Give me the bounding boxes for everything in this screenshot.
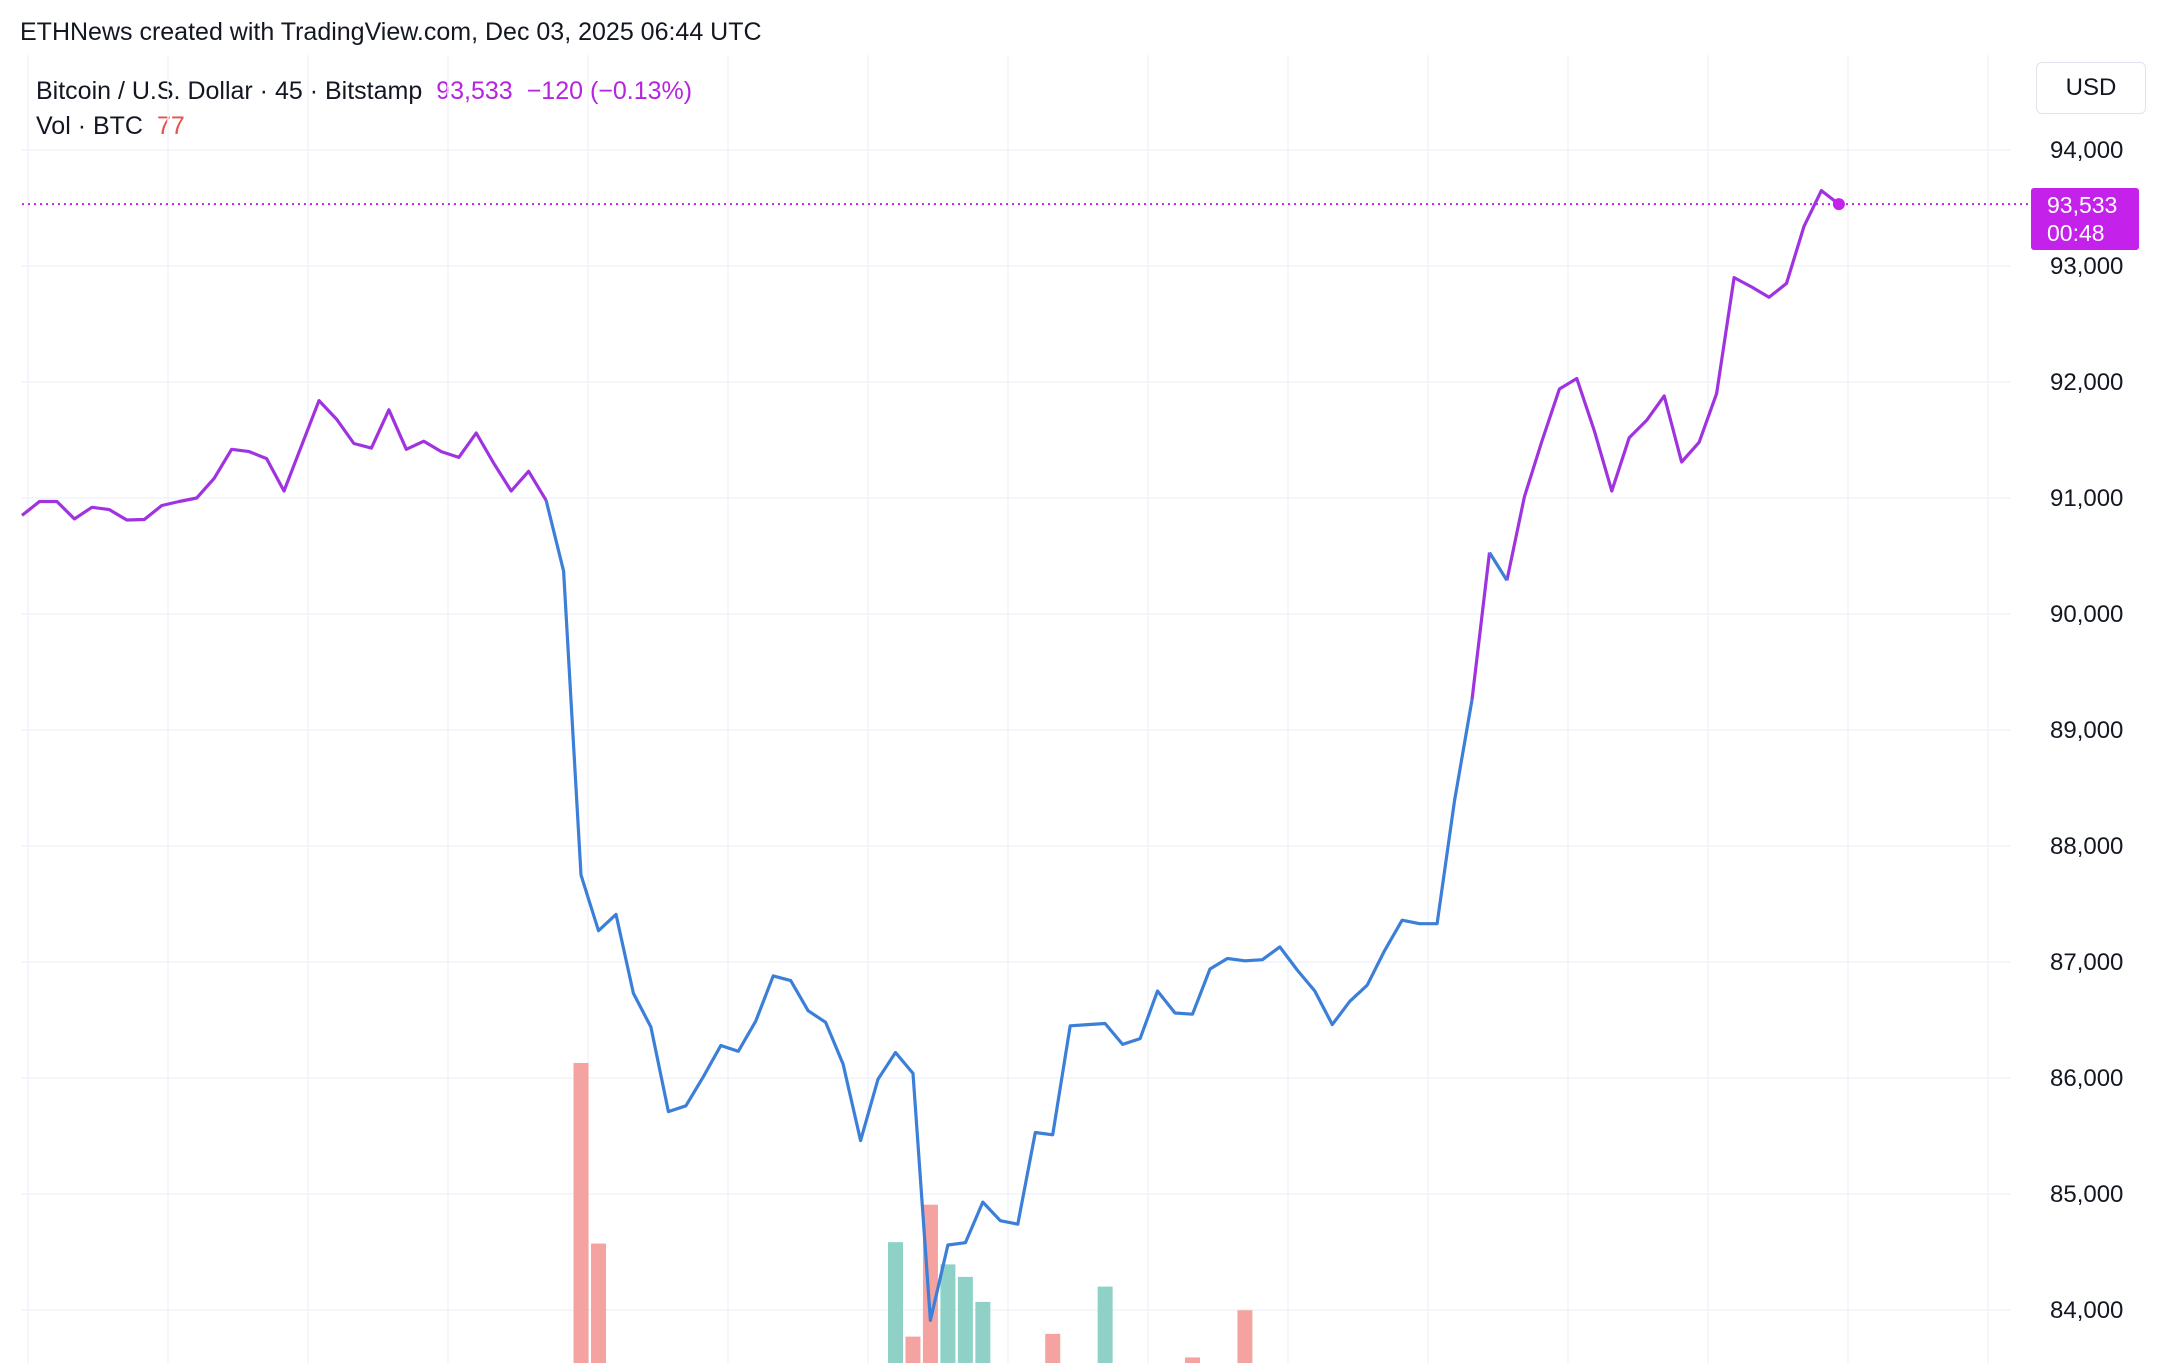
symbol-legend-row[interactable]: Bitcoin / U.S. Dollar · 45 · Bitstamp 93… — [36, 74, 692, 109]
volume-bar — [940, 1264, 956, 1363]
volume-title: Vol · BTC — [36, 112, 143, 140]
y-tick-label: 94,000 — [2050, 137, 2123, 164]
volume-bar — [573, 1063, 589, 1363]
price-change-value: −120 (−0.13%) — [526, 77, 693, 105]
volume-bar — [905, 1336, 921, 1363]
y-tick-label: 92,000 — [2050, 369, 2123, 396]
volume-legend-row[interactable]: Vol · BTC 77 — [36, 109, 692, 144]
volume-bar — [591, 1243, 607, 1363]
y-tick-label: 88,000 — [2050, 833, 2123, 860]
y-tick-label: 86,000 — [2050, 1065, 2123, 1092]
y-tick-label: 84,000 — [2050, 1297, 2123, 1324]
volume-bar — [957, 1276, 973, 1363]
volume-bar — [1184, 1357, 1200, 1363]
volume-bar — [888, 1242, 903, 1363]
currency-button[interactable]: USD — [2036, 62, 2146, 114]
volume-value: 77 — [156, 112, 185, 140]
volume-bar — [1097, 1286, 1113, 1363]
volume-bar — [922, 1204, 938, 1363]
volume-bar — [1237, 1310, 1253, 1363]
last-price-value: 93,533 — [436, 77, 513, 105]
y-tick-label: 93,000 — [2050, 253, 2123, 280]
volume-bar — [1045, 1333, 1061, 1363]
volume-bars — [573, 1063, 1253, 1363]
volume-bar — [975, 1301, 991, 1363]
symbol-title: Bitcoin / U.S. Dollar · 45 · Bitstamp — [36, 77, 423, 105]
price-line-lower — [544, 499, 1509, 1322]
y-tick-label: 90,000 — [2050, 601, 2123, 628]
last-price-dot — [1832, 198, 1845, 211]
chart-attribution: ETHNews created with TradingView.com, De… — [20, 18, 762, 46]
y-tick-label: 91,000 — [2050, 485, 2123, 512]
price-tag-countdown: 00:48 — [2047, 220, 2105, 246]
y-tick-label: 87,000 — [2050, 949, 2123, 976]
price-tag-value: 93,533 — [2047, 192, 2118, 218]
y-tick-label: 85,000 — [2050, 1181, 2123, 1208]
chart-grid — [22, 55, 2010, 1363]
last-price-tag: 93,533 00:48 — [2031, 188, 2139, 250]
y-tick-label: 89,000 — [2050, 717, 2123, 744]
y-axis: 94,000 93,000 92,000 91,000 90,000 89,000 88,0… — [2050, 137, 2123, 1324]
chart-legend: Bitcoin / U.S. Dollar · 45 · Bitstamp 93… — [36, 74, 692, 144]
price-line-upper — [21, 189, 1840, 700]
